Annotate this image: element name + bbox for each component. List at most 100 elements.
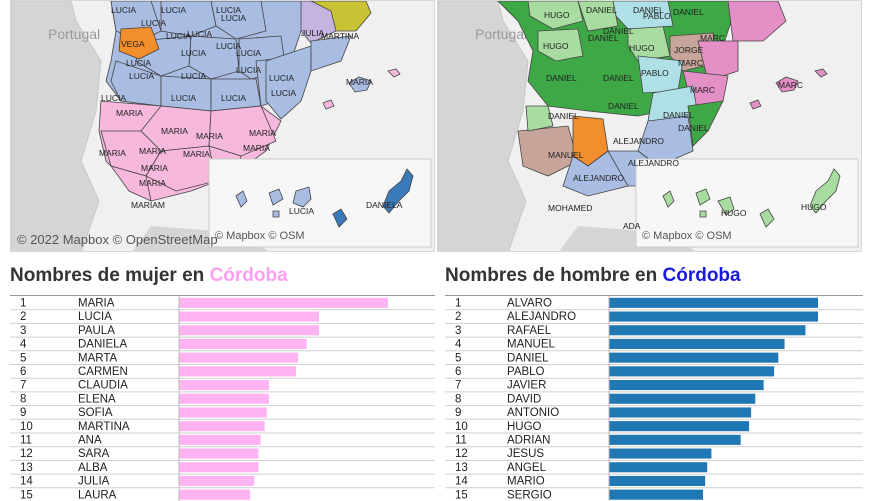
province-region[interactable] <box>517 125 579 177</box>
name-label: JULIA <box>78 476 110 488</box>
rank-label: 4 <box>20 339 27 351</box>
province-region[interactable] <box>208 105 277 157</box>
province-region[interactable] <box>537 28 584 62</box>
rank-label: 13 <box>455 462 468 474</box>
province-region[interactable] <box>110 165 152 202</box>
canary-island[interactable] <box>292 186 312 208</box>
canary-island[interactable] <box>695 188 711 206</box>
name-label: LAURA <box>78 489 117 501</box>
province-region[interactable] <box>160 1 217 37</box>
province-region[interactable] <box>727 1 787 42</box>
region-label: MARC <box>700 33 725 43</box>
bar[interactable] <box>179 393 269 404</box>
bar[interactable] <box>179 325 320 336</box>
bar[interactable] <box>609 338 785 349</box>
canary-island[interactable] <box>268 188 284 206</box>
bar[interactable] <box>179 366 297 377</box>
bar[interactable] <box>179 311 320 322</box>
rank-label: 7 <box>20 380 26 392</box>
canary-island[interactable] <box>699 210 707 218</box>
bar[interactable] <box>609 475 706 486</box>
bar[interactable] <box>179 475 255 486</box>
rank-label: 10 <box>20 421 33 433</box>
rank-label: 9 <box>20 407 26 419</box>
bar[interactable] <box>609 366 775 377</box>
women-names-map[interactable]: Portugal © Mapbox © OSM LUCIA LUCIA LUCIA LUC… <box>10 0 435 252</box>
canary-island[interactable] <box>332 208 348 228</box>
balearic-island[interactable] <box>749 99 762 110</box>
province-region[interactable] <box>110 60 162 107</box>
region-label: DANIEL <box>663 110 694 120</box>
canary-island[interactable] <box>272 210 280 218</box>
province-region[interactable] <box>310 1 372 32</box>
bar[interactable] <box>609 407 752 418</box>
name-label: DANIEL <box>507 352 549 364</box>
province-region[interactable] <box>118 26 160 60</box>
region-label: HUGO <box>544 10 570 20</box>
region-label: MARIA <box>161 126 188 136</box>
region-label: JORGE <box>674 45 704 55</box>
rank-label: 14 <box>20 476 33 488</box>
bar[interactable] <box>179 407 267 418</box>
men-bar-chart: 1 ALVARO 2 ALEJANDRO 3 RAFAEL 4 MANUEL 5 DANIEL 6 P… <box>445 295 863 501</box>
province-region[interactable] <box>687 100 724 147</box>
balearic-island[interactable] <box>814 68 828 78</box>
bar[interactable] <box>179 434 261 445</box>
rank-label: 4 <box>455 339 462 351</box>
name-label: ADRIAN <box>507 435 550 447</box>
bar[interactable] <box>609 297 818 308</box>
balearic-island[interactable] <box>387 68 401 78</box>
canary-island[interactable] <box>759 208 775 228</box>
men-chart-title: Nombres de hombre en Córdoba <box>445 265 741 287</box>
name-label: MARTA <box>78 352 118 364</box>
rank-label: 8 <box>20 393 26 405</box>
region-label: DANIEL <box>548 111 579 121</box>
bar[interactable] <box>179 462 259 473</box>
bar[interactable] <box>179 338 307 349</box>
balearic-island[interactable] <box>775 76 799 93</box>
bar[interactable] <box>609 311 818 322</box>
bar[interactable] <box>179 380 269 391</box>
name-label: DANIELA <box>78 339 128 351</box>
rank-label: 1 <box>20 298 26 310</box>
canary-island[interactable] <box>382 168 414 214</box>
canary-island[interactable] <box>662 190 675 208</box>
bar[interactable] <box>179 448 259 459</box>
bar[interactable] <box>179 352 299 363</box>
province-region[interactable] <box>697 40 739 82</box>
province-region[interactable] <box>210 1 267 40</box>
bar[interactable] <box>609 352 779 363</box>
balearic-island[interactable] <box>348 76 372 93</box>
province-region[interactable] <box>310 35 352 72</box>
bar[interactable] <box>609 448 712 459</box>
portugal-land <box>438 1 529 251</box>
balearic-island[interactable] <box>322 99 335 110</box>
canary-island[interactable] <box>717 196 735 216</box>
region-label: LUCIA <box>271 88 296 98</box>
inset-attribution: © Mapbox © OSM <box>215 230 305 242</box>
rank-label: 5 <box>20 352 26 364</box>
canary-island[interactable] <box>235 190 248 208</box>
men-names-map[interactable]: Portugal © Mapbox © OSM HUGO DANIEL DANIEL PA… <box>437 0 862 252</box>
bar[interactable] <box>609 462 708 473</box>
rank-label: 11 <box>455 435 467 447</box>
map-attribution[interactable]: © 2022 Mapbox © OpenStreetMap <box>17 232 218 247</box>
canary-island[interactable] <box>809 168 841 214</box>
bar[interactable] <box>179 421 265 432</box>
province-region[interactable] <box>525 105 554 132</box>
province-region[interactable] <box>527 1 584 30</box>
province-region[interactable] <box>577 1 619 32</box>
province-region[interactable] <box>145 145 217 192</box>
men-chart-title-prefix: Nombres de hombre en <box>445 265 663 286</box>
region-label: LUCIA <box>221 13 246 23</box>
bar[interactable] <box>609 325 806 336</box>
bar[interactable] <box>179 297 388 308</box>
name-label: JAVIER <box>507 380 546 392</box>
rank-label: 12 <box>20 448 33 460</box>
bar[interactable] <box>609 380 764 391</box>
bar[interactable] <box>609 421 750 432</box>
bar[interactable] <box>609 434 741 445</box>
bar[interactable] <box>609 393 756 404</box>
